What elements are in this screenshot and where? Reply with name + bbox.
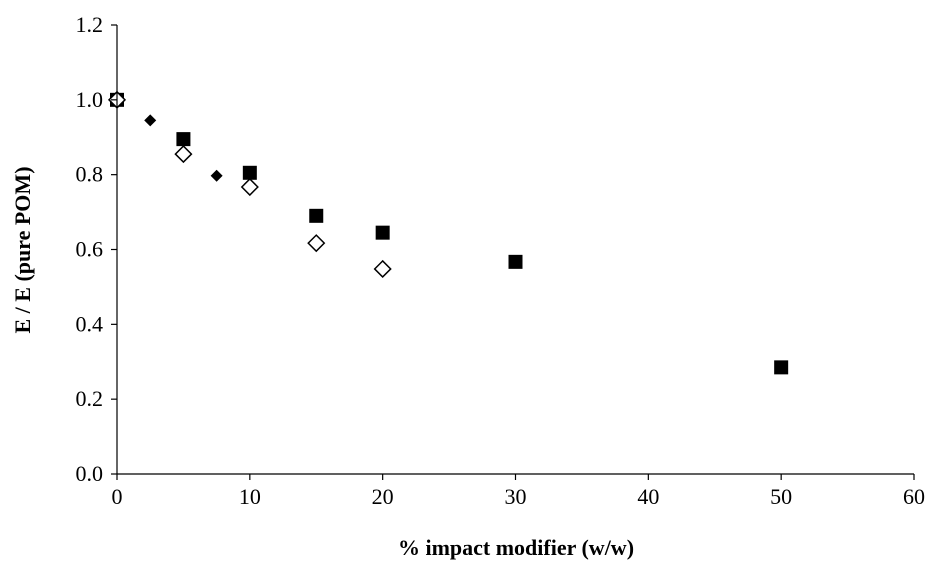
x-axis-title: % impact modifier (w/w) <box>398 535 634 560</box>
y-tick-label: 0.2 <box>76 386 104 411</box>
x-tick-label: 20 <box>372 484 394 509</box>
x-tick-label: 30 <box>505 484 527 509</box>
data-point-square <box>375 225 390 240</box>
x-tick-label: 0 <box>112 484 123 509</box>
data-point-diamond <box>210 169 223 182</box>
x-axis-ticks: 0 10 20 30 40 50 60 <box>112 474 925 509</box>
y-tick-label: 1.0 <box>76 87 104 112</box>
y-axis-ticks: 0.0 0.2 0.4 0.6 0.8 1.0 1.2 <box>76 12 117 486</box>
x-tick-label: 60 <box>903 484 925 509</box>
plot-area <box>107 90 789 375</box>
data-point-square <box>309 208 324 223</box>
y-axis-title: E / E (pure POM) <box>10 166 35 333</box>
data-point-open-diamond <box>240 177 259 197</box>
y-tick-label: 0.8 <box>76 162 104 187</box>
data-point-diamond <box>144 114 157 127</box>
series-filled-square <box>110 92 789 375</box>
y-tick-label: 1.2 <box>76 12 104 37</box>
y-tick-label: 0.4 <box>76 311 104 336</box>
y-tick-label: 0.0 <box>76 461 104 486</box>
x-tick-label: 10 <box>239 484 261 509</box>
x-tick-label: 50 <box>770 484 792 509</box>
data-point-square <box>242 165 257 180</box>
data-point-square <box>774 360 789 375</box>
data-point-square <box>176 132 191 147</box>
data-point-square <box>508 254 523 269</box>
x-tick-label: 40 <box>637 484 659 509</box>
data-point-open-diamond <box>174 145 193 164</box>
data-point-open-diamond <box>373 259 392 279</box>
y-tick-label: 0.6 <box>76 237 104 262</box>
data-point-open-diamond <box>307 234 326 253</box>
